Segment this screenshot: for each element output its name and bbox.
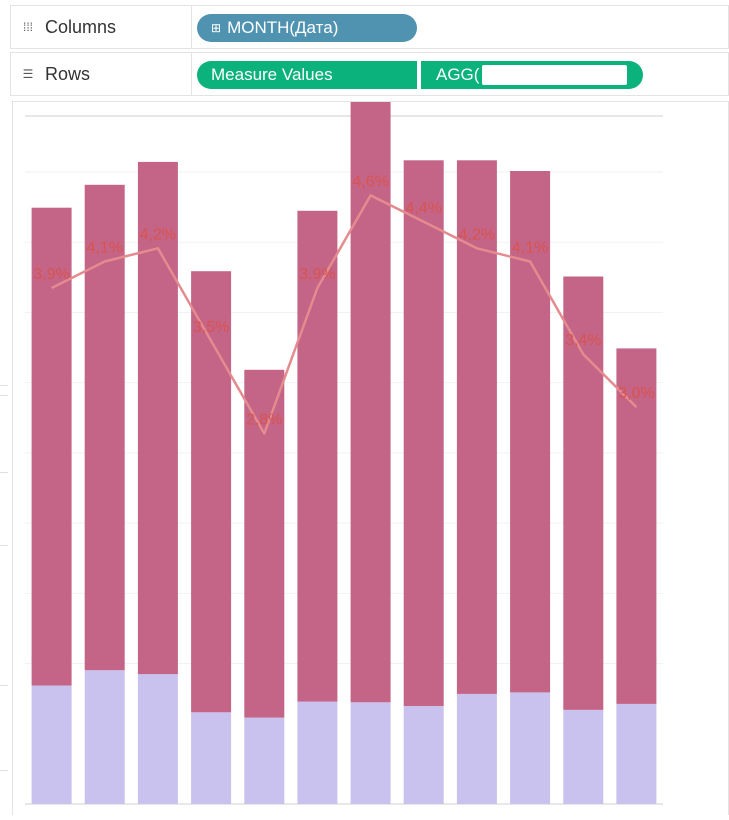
month-date-pill[interactable]: ⊞ MONTH(Дата) (197, 14, 417, 42)
bar-segment-top (191, 271, 232, 713)
bar-segment-bottom (297, 701, 338, 804)
rate-line (51, 194, 638, 435)
rate-data-label: 4,2% (459, 226, 495, 243)
bar-segment-bottom (616, 703, 657, 804)
plus-box-icon[interactable]: ⊞ (211, 21, 222, 35)
bar-segment-bottom (31, 685, 72, 804)
rows-shelf: ☰ Rows Measure Values AGG( (0, 52, 729, 96)
bar-segment-top (244, 369, 285, 718)
left-pane-rule (0, 770, 8, 771)
rate-data-label: 4,1% (512, 240, 548, 257)
rate-data-label: 3,5% (193, 319, 229, 336)
measure-values-pill-label: Measure Values (211, 65, 333, 84)
rate-data-label: 3,9% (33, 266, 69, 283)
left-pane-rule (0, 472, 8, 473)
bar-segment-top (616, 348, 657, 704)
rate-data-label: 4,2% (140, 226, 176, 243)
rate-data-label: 3,0% (618, 385, 654, 402)
bar-segment-bottom (456, 693, 497, 804)
left-pane-rule (0, 685, 8, 686)
bar-segment-bottom (244, 717, 285, 804)
bar-segment-bottom (563, 710, 604, 804)
left-pane-rule (0, 385, 8, 386)
rate-data-label: 3,9% (299, 266, 335, 283)
bar-segment-top (403, 160, 444, 707)
rate-data-label: 4,1% (86, 240, 122, 257)
bar-segment-bottom (191, 712, 232, 804)
bar-segment-bottom (84, 670, 125, 804)
columns-shelf: ⁞⁞⁞ Columns ⊞ MONTH(Дата) (0, 5, 729, 49)
bar-segment-top (350, 96, 391, 703)
rows-drop-zone[interactable]: Measure Values AGG( (191, 52, 729, 96)
columns-icon: ⁞⁞⁞ (22, 20, 33, 34)
bar-segment-bottom (137, 674, 178, 804)
bar-segment-bottom (510, 692, 551, 804)
bar-segment-top (563, 276, 604, 710)
measure-values-pill[interactable]: Measure Values (197, 61, 417, 89)
columns-shelf-label: ⁞⁞⁞ Columns (10, 5, 191, 49)
bar-line-chart[interactable]: 3,9% 4,1% 4,2% 3,5% 2,8% 3,9% 4,6% 4,4% 4,2% 4,1%… (13, 96, 728, 815)
rows-icon: ☰ (22, 67, 34, 81)
rate-data-label: 4,4% (405, 200, 441, 217)
rate-data-label: 2,8% (246, 412, 282, 429)
rate-data-label: 3,4% (565, 332, 601, 349)
agg-pill-label: AGG( (436, 65, 480, 84)
agg-pill[interactable]: AGG( (421, 61, 643, 89)
rate-data-label: 4,6% (352, 173, 388, 190)
bar-segment-top (84, 184, 125, 671)
redaction-mask (482, 65, 627, 85)
bar-segment-bottom (403, 706, 444, 804)
bar-segment-top (297, 210, 338, 702)
left-pane-rule (0, 545, 8, 546)
bar-segment-bottom (350, 702, 391, 804)
columns-drop-zone[interactable]: ⊞ MONTH(Дата) (191, 5, 729, 49)
left-pane-rule (0, 395, 8, 396)
month-date-pill-label: MONTH(Дата) (227, 18, 339, 37)
viz-pane[interactable]: 3,9% 4,1% 4,2% 3,5% 2,8% 3,9% 4,6% 4,4% 4,2% 4,1%… (12, 96, 729, 815)
columns-title: Columns (45, 16, 117, 37)
rows-shelf-label: ☰ Rows (10, 52, 191, 96)
rows-title: Rows (45, 63, 91, 84)
